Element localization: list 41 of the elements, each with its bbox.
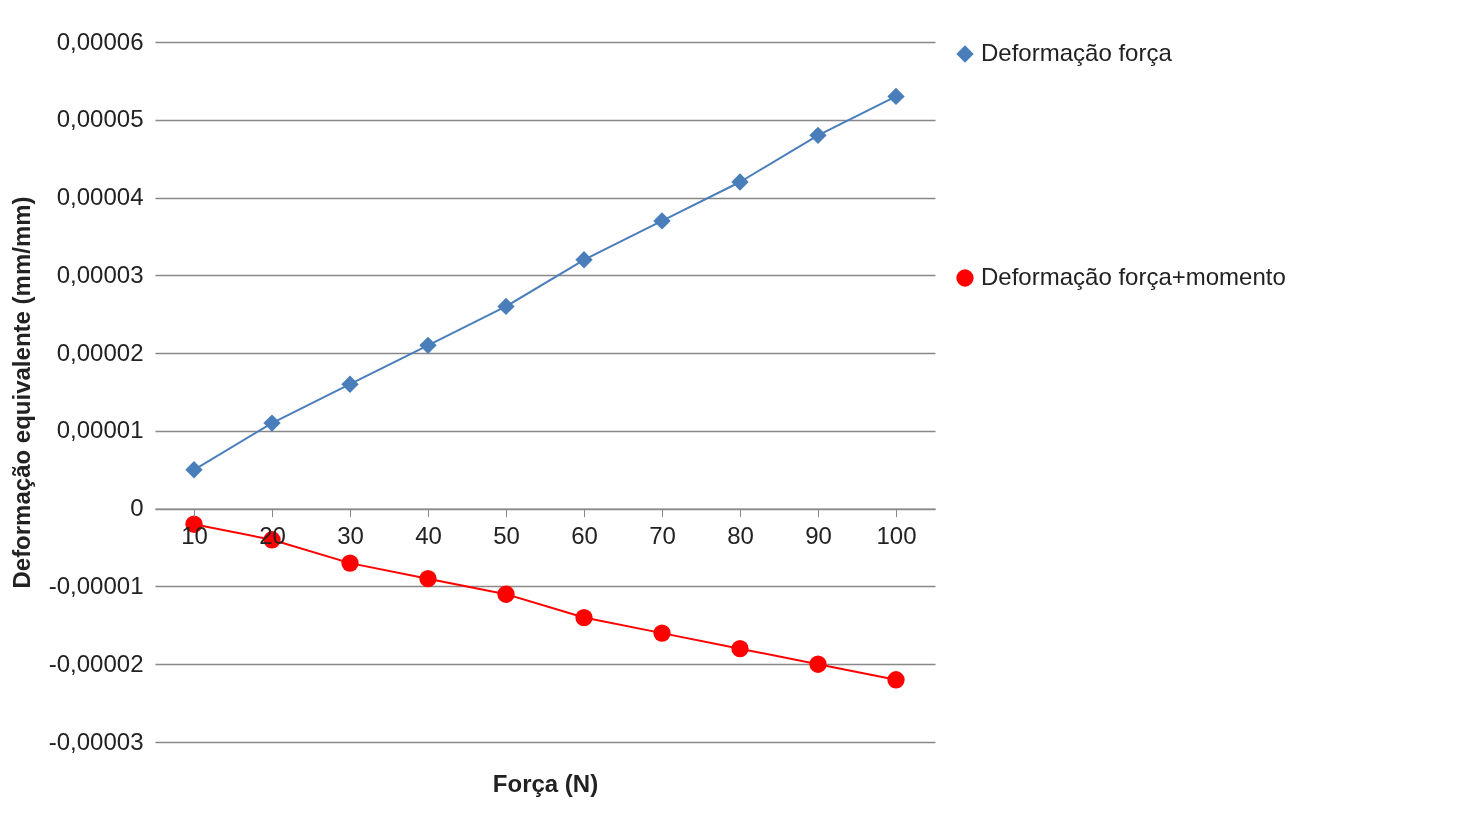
y-tick-label: 0,00001 [56, 416, 144, 444]
y-axis-title: Deformação equivalente (mm/mm) [7, 196, 35, 589]
x-tick-label: 50 [493, 522, 520, 550]
x-tick-label: 100 [876, 522, 917, 550]
point [809, 655, 827, 673]
legend-label: Deformação força+momento [981, 263, 1286, 290]
point [653, 624, 671, 642]
y-tick-label: -0,00002 [48, 649, 144, 677]
point [575, 251, 593, 269]
point [497, 297, 515, 316]
x-axis-title: Força (N) [492, 769, 599, 797]
point [341, 554, 359, 572]
y-tick-label: 0,00003 [56, 260, 144, 288]
y-tick-label: 0,00006 [56, 27, 144, 55]
point [731, 640, 749, 658]
point [497, 585, 515, 603]
x-tick-label: 30 [337, 522, 364, 550]
x-tick-label: 10 [181, 522, 208, 550]
y-tick-label: -0,00003 [48, 727, 144, 755]
x-tick-label: 70 [649, 522, 676, 550]
point [419, 570, 437, 588]
y-tick-label: 0 [130, 494, 144, 522]
point [731, 173, 749, 191]
point [887, 87, 905, 106]
point [185, 461, 203, 479]
x-tick-label: 60 [571, 522, 598, 550]
point [341, 375, 359, 393]
y-tick-label: -0,00001 [48, 571, 144, 599]
x-tick-label: 90 [805, 522, 832, 550]
y-tick-label: 0,00004 [56, 183, 144, 211]
point [419, 336, 437, 354]
point [653, 212, 671, 230]
point [575, 608, 593, 627]
point [263, 414, 281, 432]
y-tick-label: 0,00002 [56, 338, 144, 366]
point [887, 671, 905, 689]
point [809, 126, 827, 144]
y-tick-label: 0,00005 [56, 105, 144, 133]
x-tick-label: 80 [727, 522, 754, 550]
x-tick-label: 40 [415, 522, 442, 550]
legend-label: Deformação força [981, 39, 1173, 66]
